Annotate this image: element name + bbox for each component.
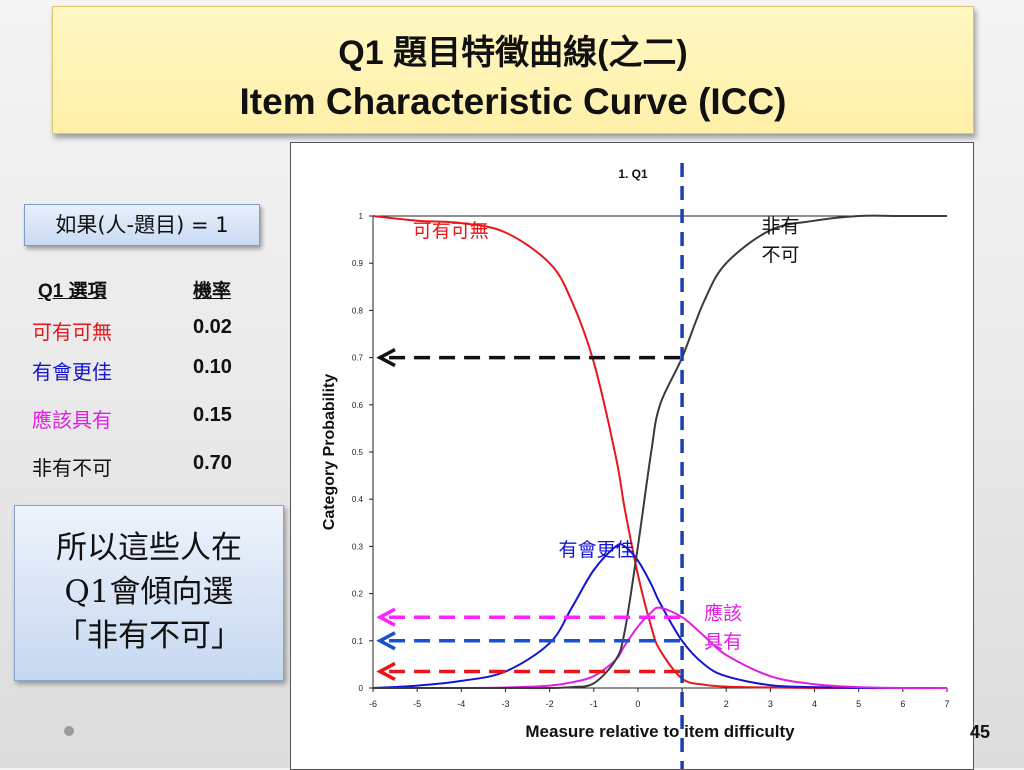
table-header-option: Q1 選項 xyxy=(38,281,107,302)
y-tick-label: 0 xyxy=(359,684,364,693)
category-label: 非有 xyxy=(762,216,800,238)
option-label-1: 可有可無 xyxy=(32,320,112,344)
x-tick-label: 4 xyxy=(812,699,817,709)
y-tick-label: 0.3 xyxy=(352,542,364,551)
summary-line-1: 所以這些人在 xyxy=(56,530,242,566)
option-label-3: 應該具有 xyxy=(32,408,112,432)
probability-arrow-head xyxy=(376,631,396,651)
x-tick-label: 6 xyxy=(900,699,905,709)
chart-title: 1. Q1 xyxy=(618,167,648,181)
category-3-curve xyxy=(372,606,948,690)
bullet-dot xyxy=(64,726,74,736)
option-prob-4: 0.70 xyxy=(193,452,232,474)
summary-line-2: Q1會傾向選 xyxy=(64,574,234,610)
summary-callout: 所以這些人在 Q1會傾向選 「非有不可」 xyxy=(14,505,284,681)
y-tick-label: 0.1 xyxy=(352,637,364,646)
probability-arrow-head xyxy=(376,607,396,627)
category-label: 有會更佳 xyxy=(558,539,634,561)
option-prob-1: 0.02 xyxy=(193,316,232,338)
x-axis-label: Measure relative to item difficulty xyxy=(525,722,795,741)
x-tick-label: 0 xyxy=(635,699,640,709)
title-box: Q1 題目特徵曲線(之二) Item Characteristic Curve … xyxy=(52,6,974,134)
icc-chart: -6 -5 -4 -3 -2 -1 0 1 2 3 4 5 6 7 0 0.1 0.2 0.3 0.4 0.5 0.6 0… xyxy=(321,163,950,769)
probability-arrow-head xyxy=(376,348,396,368)
category-label: 可有可無 xyxy=(413,220,489,242)
category-4-curve xyxy=(372,214,947,690)
category-label: 應該 xyxy=(704,602,742,625)
category-2-curve xyxy=(372,543,947,690)
y-tick-label: 1 xyxy=(359,212,364,221)
category-label: 不可 xyxy=(762,244,800,266)
x-tick-label: -6 xyxy=(369,699,377,709)
option-label-4: 非有不可 xyxy=(32,456,112,480)
x-tick-label: -1 xyxy=(590,699,598,709)
slide-title-chinese: Q1 題目特徵曲線(之二) xyxy=(338,34,688,72)
y-tick-label: 0.9 xyxy=(352,259,364,268)
x-tick-label: 7 xyxy=(944,699,949,709)
y-tick-label: 0.6 xyxy=(352,401,364,410)
x-tick-label: -5 xyxy=(413,699,421,709)
summary-line-3: 「非有不可」 xyxy=(56,618,242,654)
y-tick-label: 0.7 xyxy=(352,354,364,363)
option-prob-3: 0.15 xyxy=(193,404,232,426)
x-tick-label: 3 xyxy=(768,699,773,709)
y-tick-label: 0.2 xyxy=(352,590,364,599)
probability-arrow-head xyxy=(376,661,396,682)
option-label-2: 有會更佳 xyxy=(32,360,112,384)
x-tick-label: -2 xyxy=(546,699,554,709)
x-tick-label: -4 xyxy=(457,699,465,709)
category-1-curve xyxy=(372,215,947,690)
condition-callout: 如果(人-題目) = 1 xyxy=(24,204,260,246)
table-header-probability: 機率 xyxy=(193,281,232,302)
category-label: 具有 xyxy=(704,631,742,653)
x-tick-label: 5 xyxy=(856,699,861,709)
icc-chart-frame: -6 -5 -4 -3 -2 -1 0 1 2 3 4 5 6 7 0 0.1 0.2 0.3 0.4 0.5 0.6 0… xyxy=(290,142,974,770)
y-axis-label: Category Probability xyxy=(321,374,338,531)
slide-title-english: Item Characteristic Curve (ICC) xyxy=(239,81,787,122)
y-tick-label: 0.8 xyxy=(352,306,364,315)
y-tick-label: 0.4 xyxy=(352,495,364,504)
x-tick-label: 2 xyxy=(724,699,729,709)
x-tick-label: -3 xyxy=(501,699,509,709)
page-number: 45 xyxy=(970,722,991,742)
option-prob-2: 0.10 xyxy=(193,356,232,378)
y-tick-label: 0.5 xyxy=(352,448,364,457)
